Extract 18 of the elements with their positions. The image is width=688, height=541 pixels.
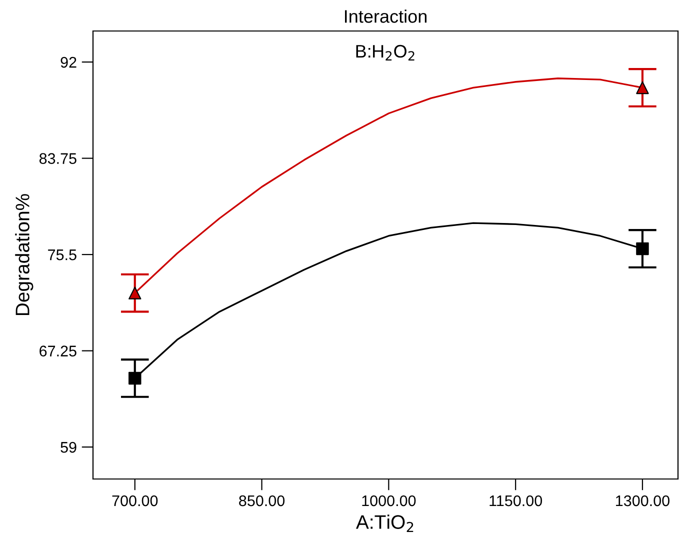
x-tick-label: 1000.00 (362, 495, 416, 506)
x-tick-label: 850.00 (239, 495, 285, 506)
y-tick-label: 67.25 (40, 346, 76, 356)
y-tick-label: 92 (60, 56, 76, 68)
point (636, 81, 649, 94)
chart-title: Interaction (345, 10, 426, 23)
text: B:H$_{2}$O$_{2}$ (356, 44, 414, 60)
y-axis-title: Degradation% (15, 194, 34, 316)
x-tick-label: 1300.00 (616, 495, 670, 506)
x-tick-label: 700.00 (112, 495, 158, 506)
point (128, 286, 142, 300)
y-tick-label: 83.75 (39, 153, 76, 164)
x-tick-label: 1150.00 (490, 495, 542, 506)
x-axis-title: A:TiO$_{2}$ (356, 514, 414, 532)
y-tick-label: 75.5 (48, 250, 76, 260)
point (128, 372, 142, 385)
y-tick-label: 59 (60, 442, 76, 453)
point (636, 242, 649, 256)
